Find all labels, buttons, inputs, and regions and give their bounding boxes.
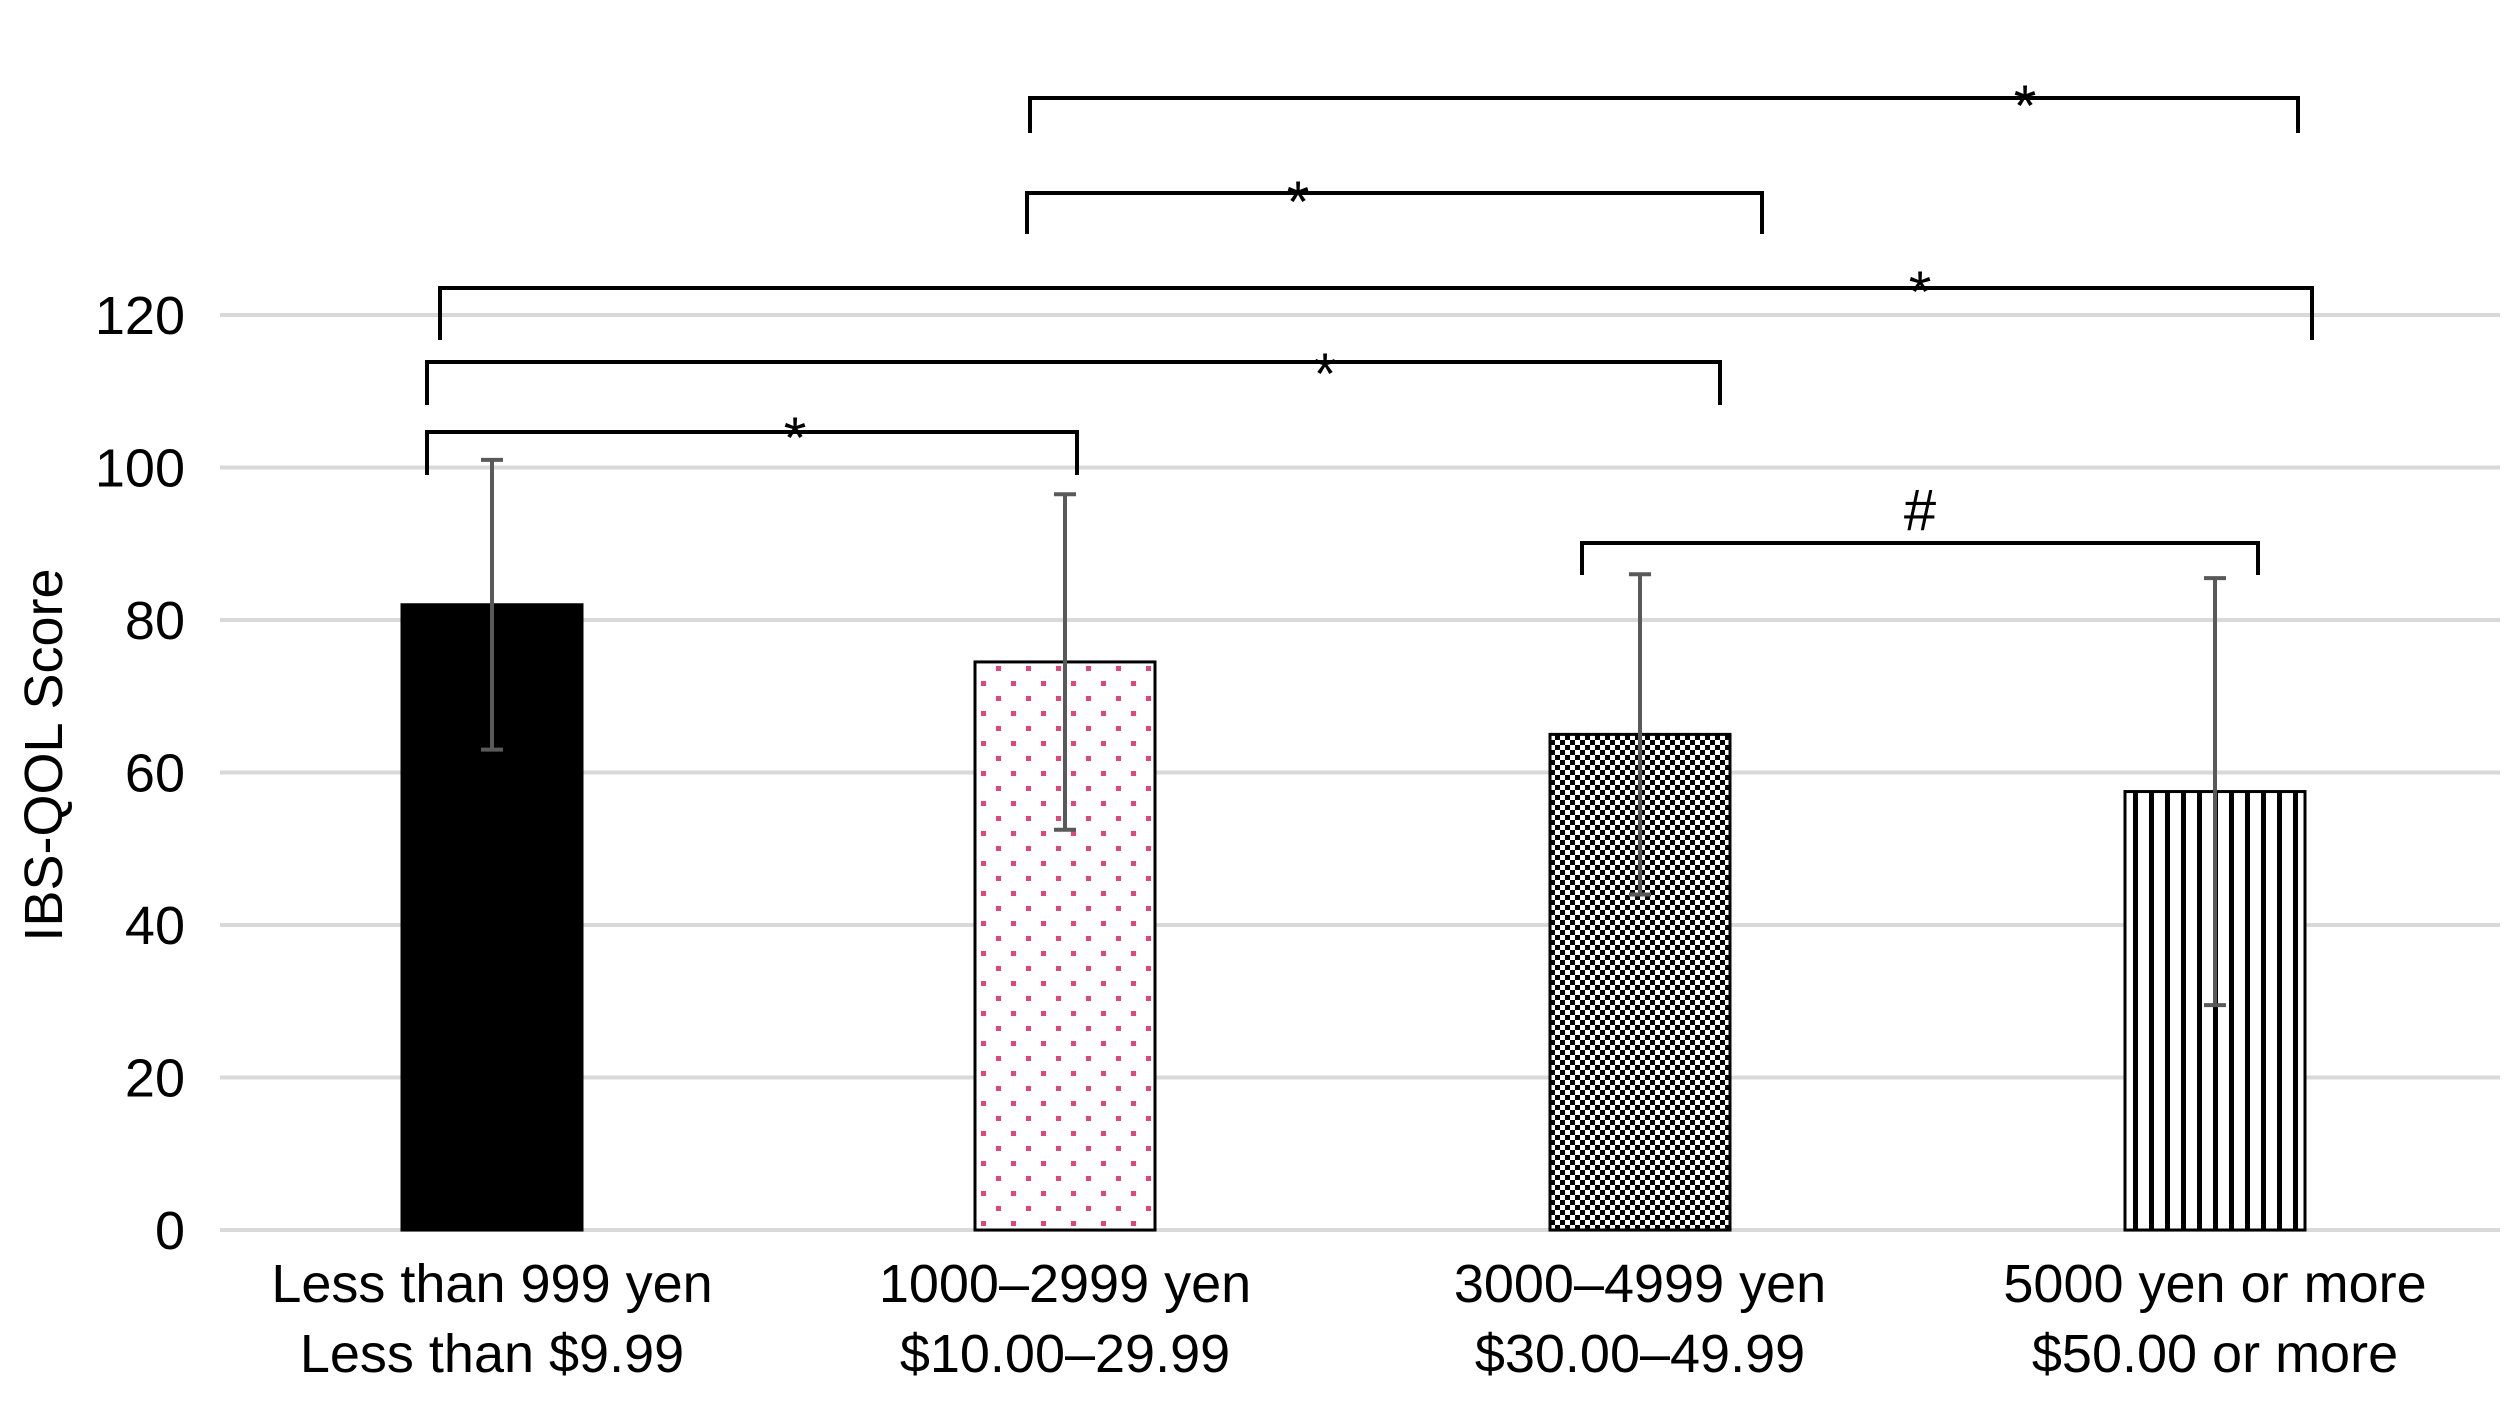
significance-star-label: * (784, 406, 807, 471)
x-category-label-line1: 3000–4999 yen (1454, 1254, 1826, 1314)
significance-star-label: * (1314, 342, 1337, 407)
x-category-label-line1: 5000 yen or more (2003, 1254, 2426, 1314)
significance-brackets: * * * * * # (425, 74, 2314, 575)
significance-star-label: * (1909, 260, 1932, 325)
significance-bracket (425, 430, 1079, 475)
x-category-label-line2: $10.00–29.99 (900, 1324, 1230, 1384)
y-tick-label: 100 (95, 439, 185, 499)
x-category-label-line1: 1000–2999 yen (879, 1254, 1251, 1314)
x-category-label-line2: $30.00–49.99 (1475, 1324, 1805, 1384)
gridlines (220, 313, 2500, 1232)
y-tick-label: 20 (125, 1049, 185, 1109)
significance-bracket (1025, 191, 1764, 234)
significance-star-label: * (2014, 74, 2037, 139)
x-axis-categories: Less than 999 yen Less than $9.99 1000–299… (271, 1254, 2426, 1384)
bars (400, 603, 2307, 1232)
y-tick-label: 60 (125, 744, 185, 804)
x-category-label-line2: Less than $9.99 (300, 1324, 684, 1384)
y-tick-label: 80 (125, 591, 185, 651)
significance-bracket (1580, 541, 2260, 575)
y-tick-label: 120 (95, 286, 185, 346)
y-axis-label: IBS-QOL Score (14, 568, 74, 941)
significance-bracket (1028, 96, 2300, 133)
significance-hash-label: # (1904, 478, 1936, 543)
significance-star-label: * (1287, 170, 1310, 235)
x-category-label-line2: $50.00 or more (2032, 1324, 2398, 1384)
y-axis-ticks: 0 20 40 60 80 100 120 (95, 286, 185, 1261)
y-tick-label: 0 (155, 1201, 185, 1261)
significance-bracket (438, 286, 2314, 340)
error-bars (481, 457, 2226, 1008)
significance-bracket (425, 360, 1722, 405)
y-tick-label: 40 (125, 896, 185, 956)
x-category-label-line1: Less than 999 yen (271, 1254, 712, 1314)
